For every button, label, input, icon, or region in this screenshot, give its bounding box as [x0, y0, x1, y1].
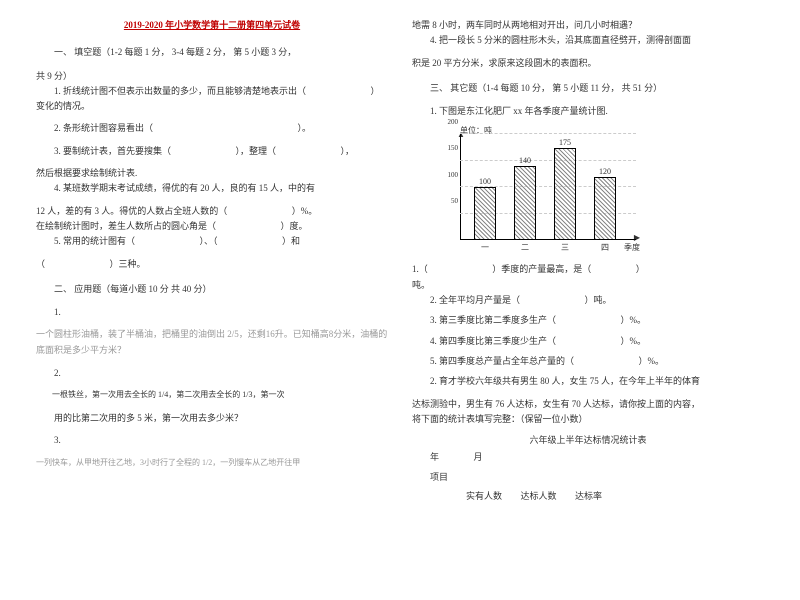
section1-head: 一、 填空题（1-2 每题 1 分， 3-4 每题 2 分， 第 5 小题 3 …: [36, 45, 388, 60]
a3-body: 一列快车，从甲地开往乙地，3小时行了全程的 1/2，一列慢车从乙地开往甲: [36, 456, 388, 470]
d1a: 2. 育才学校六年级共有男生 80 人，女生 75 人，在今年上半年的体育: [412, 374, 764, 389]
a1-body: 一个圆柱形油桶，装了半桶油，把桶里的油倒出 2/5，还剩16升。已知桶高8分米，…: [36, 327, 388, 358]
x-category: 二: [510, 241, 540, 255]
gridline: [460, 133, 636, 134]
q4e: ）度。: [281, 221, 308, 231]
q5c: ）和: [282, 236, 300, 246]
ytick: 200: [436, 117, 458, 129]
c5: 5. 第四季度总产量占全年总产量的（ ）%。: [412, 354, 764, 369]
q3m: ），整理（: [236, 146, 277, 156]
a1-num: 1.: [36, 305, 388, 320]
a2-body2: 用的比第二次用的多 5 米，第一次用去多少米？: [36, 411, 388, 426]
table-title: 六年级上半年达标情况统计表: [412, 433, 764, 448]
exam-title: 2019-2020 年小学数学第十二册第四单元试卷: [36, 18, 388, 33]
c5b: ）%。: [639, 356, 665, 366]
a3-num: 3.: [36, 433, 388, 448]
c1a: 1.（: [412, 264, 428, 274]
q1: 1. 折线统计图不但表示出数量的多少，而且能够清楚地表示出（ ）变化的情况。: [36, 84, 388, 115]
tcol1: 实有人数: [466, 491, 502, 501]
c3a: 3. 第三季度比第二季度多生产（: [430, 315, 556, 325]
q2b: ）。: [298, 123, 312, 133]
c4a: 4. 第四季度比第三季度少生产（: [430, 336, 556, 346]
bar: 100: [474, 187, 496, 240]
q4a: 4. 某班数学期末考试成绩，得优的有 20 人，良的有 15 人，中的有: [36, 181, 388, 196]
q5d: （: [36, 259, 45, 269]
q4line3: 在绘制统计图时，差生人数所占的圆心角是（ ）度。: [36, 219, 388, 234]
table-columns: 实有人数 达标人数 达标率: [412, 489, 764, 504]
c2b: ）吨。: [585, 295, 612, 305]
q5b: ）、（: [200, 236, 218, 246]
bar: 175: [554, 148, 576, 241]
q5line2: （ ）三种。: [36, 257, 388, 272]
section1-head2: 共 9 分）: [36, 69, 388, 84]
x-category: 一: [470, 241, 500, 255]
ytick: 100: [436, 170, 458, 182]
x-category: 四: [590, 241, 620, 255]
bar-chart: 单位：吨▲▶50100150200100一140二175三120四季度: [436, 126, 636, 256]
section2-head: 二、 应用题（每道小题 10 分 共 40 分）: [36, 282, 388, 297]
c5a: 5. 第四季度总产量占全年总产量的（: [430, 356, 574, 366]
b1: 1. 下图是东江化肥厂 xx 年各季度产量统计图.: [412, 104, 764, 119]
q3b: ），: [341, 146, 355, 156]
a4a: 4. 把一段长 5 分米的圆柱形木头，沿其底面直径劈开，测得剖面面: [412, 33, 764, 48]
a4b: 积是 20 平方分米，求原来这段圆木的表面积。: [412, 56, 764, 71]
x-category: 三: [550, 241, 580, 255]
q4b: 12 人，差的有 3 人。得优的人数占全班人数的（: [36, 206, 227, 216]
q4line2: 12 人，差的有 3 人。得优的人数占全班人数的（ ）%。: [36, 204, 388, 219]
q4d: 在绘制统计图时，差生人数所占的圆心角是（: [36, 221, 216, 231]
tcol3: 达标率: [575, 491, 602, 501]
c2: 2. 全年平均月产量是（ ）吨。: [412, 293, 764, 308]
c4: 4. 第四季度比第三季度少生产（ ）%。: [412, 334, 764, 349]
q4c: ）%。: [292, 206, 318, 216]
c1c: ）: [636, 264, 645, 274]
table-date-month: 月: [474, 452, 483, 462]
q3c: 然后根据要求绘制统计表.: [36, 166, 388, 181]
ytick: 50: [436, 196, 458, 208]
c1b: ）季度的产量最高，是（: [492, 264, 591, 274]
q2a: 2. 条形统计图容易看出（: [54, 123, 153, 133]
d1b: 达标测验中，男生有 76 人达标，女生有 70 人达标，请你按上面的内容，: [412, 397, 764, 412]
gridline: [460, 160, 636, 161]
table-item-label: 项目: [412, 470, 764, 485]
q5e: ）三种。: [110, 259, 146, 269]
q5: 5. 常用的统计图有（ ）、（ ）和: [36, 234, 388, 249]
bar-value-label: 120: [594, 165, 616, 179]
bar-value-label: 175: [554, 136, 576, 150]
c1: 1.（ ）季度的产量最高，是（ ）: [412, 262, 764, 277]
tcol2: 达标人数: [521, 491, 557, 501]
q1a: 1. 折线统计图不但表示出数量的多少，而且能够清楚地表示出（: [54, 86, 306, 96]
q3: 3. 要制统计表，首先要搜集（ ），整理（ ），: [36, 144, 388, 159]
d1c: 将下面的统计表填写完整：（保留一位小数）: [412, 412, 764, 427]
bar-value-label: 100: [474, 175, 496, 189]
c3b: ）%。: [621, 315, 647, 325]
x-axis-label: 季度: [624, 241, 640, 255]
a2-body: 一根铁丝，第一次用去全长的 1/4，第二次用去全长的 1/3，第一次: [36, 388, 388, 402]
cont1: 地需 8 小时，两车同时从两地相对开出，问几小时相遇？: [412, 18, 764, 33]
q5a: 5. 常用的统计图有（: [54, 236, 135, 246]
y-axis: [460, 134, 461, 240]
c1d: 吨。: [412, 278, 764, 293]
q2: 2. 条形统计图容易看出（ ）。: [36, 121, 388, 136]
bar: 120: [594, 177, 616, 241]
table-date-year: 年: [430, 452, 439, 462]
bar: 140: [514, 166, 536, 240]
c2a: 2. 全年平均月产量是（: [430, 295, 520, 305]
q3a: 3. 要制统计表，首先要搜集（: [54, 146, 171, 156]
c3: 3. 第三季度比第二季度多生产（ ）%。: [412, 313, 764, 328]
ytick: 150: [436, 143, 458, 155]
c4b: ）%。: [621, 336, 647, 346]
bar-value-label: 140: [514, 154, 536, 168]
table-date: 年 月: [412, 450, 764, 465]
section3-head: 三、 其它题（1-4 每题 10 分， 第 5 小题 11 分， 共 51 分）: [412, 81, 764, 96]
a2-num: 2.: [36, 366, 388, 381]
